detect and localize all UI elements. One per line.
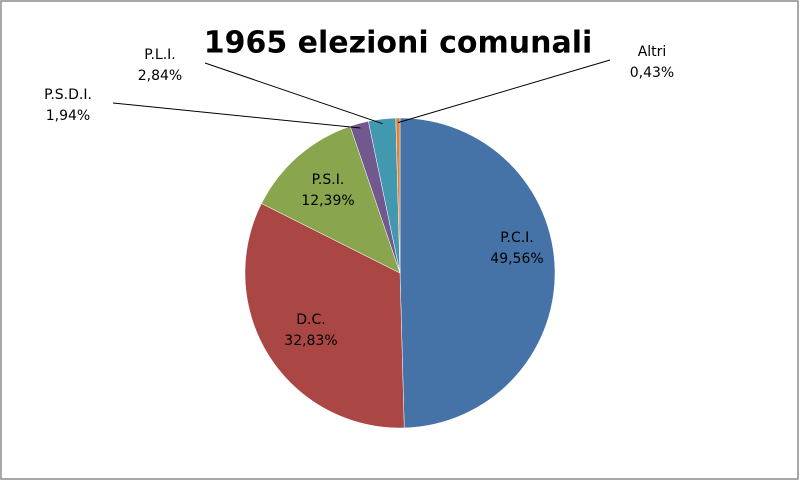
- slice-value-label: 2,84%: [138, 68, 182, 84]
- leader-line: [204, 62, 383, 125]
- slice-value-label: 49,56%: [490, 251, 543, 267]
- pie-slice: [395, 117, 401, 274]
- pie-slice: [261, 125, 401, 274]
- pie-slice: [244, 203, 405, 429]
- slice-category-label: P.S.I.: [312, 172, 345, 188]
- slice-value-label: 0,43%: [630, 65, 674, 81]
- slice-category-label: P.L.I.: [144, 47, 176, 63]
- chart-title: 1965 elezioni comunali: [204, 26, 593, 61]
- slice-category-label: P.S.D.I.: [44, 87, 92, 103]
- pie-slice: [399, 117, 556, 429]
- slice-category-label: D.C.: [296, 312, 325, 328]
- slice-value-label: 1,94%: [46, 108, 90, 124]
- slice-value-label: 12,39%: [301, 193, 354, 209]
- slice-category-label: Altri: [638, 44, 667, 60]
- slice-category-label: P.C.I.: [500, 230, 534, 246]
- leader-line: [397, 59, 611, 124]
- slice-value-label: 32,83%: [284, 333, 337, 349]
- leader-line: [112, 102, 361, 129]
